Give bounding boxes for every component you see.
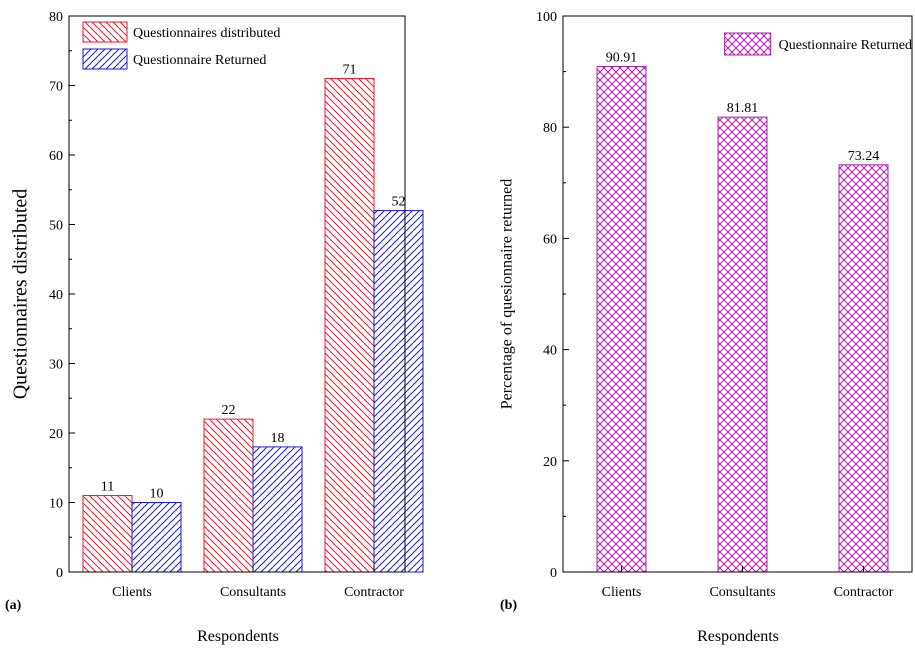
y-tick-label-a-7: 70 (49, 80, 63, 95)
y-axis-label-a: Questionnaires distributed (10, 189, 32, 400)
legend-a: Questionnaires distributed Questionnaire … (82, 21, 280, 70)
y-tick-label-a-5: 50 (49, 219, 63, 234)
legend-label-a-s1: Questionnaire Returned (133, 53, 266, 68)
data-label-a-clients-s0: 11 (101, 480, 114, 495)
data-label-b-consultants-s0: 81.81 (727, 101, 759, 116)
y-ticks-b: 0 20 40 60 80 100 (536, 10, 569, 581)
data-label-a-contractor-s0: 71 (343, 63, 357, 78)
data-label-a-contractor-s1: 52 (392, 195, 406, 210)
legend-swatch-a-s1 (82, 48, 128, 70)
chart-panel-b: 90.91 81.81 73.24 0 20 40 60 80 100 Clients Cons… (499, 10, 913, 645)
y-tick-label-a-2: 20 (49, 427, 63, 442)
bars-b (596, 66, 889, 573)
legend-swatch-b-s0 (724, 32, 772, 56)
x-tick-label-a-consultants: Consultants (220, 585, 286, 600)
bar-b-clients-s0 (596, 66, 647, 573)
bar-b-consultants-s0 (717, 116, 768, 573)
legend-label-b-s0: Questionnaire Returned (779, 38, 912, 53)
bar-a-consultants-s0 (203, 418, 254, 573)
bars-a (82, 78, 424, 573)
y-axis-label-b: Percentage of quesionnaire returned (499, 179, 516, 410)
y-tick-label-a-8: 80 (49, 10, 63, 25)
y-tick-label-a-6: 60 (49, 149, 63, 164)
y-tick-label-a-3: 30 (49, 358, 63, 373)
x-tick-label-b-contractor: Contractor (834, 585, 894, 600)
y-tick-label-b-5: 100 (536, 10, 557, 25)
data-label-b-clients-s0: 90.91 (606, 51, 638, 66)
bar-a-contractor-s0 (324, 78, 375, 573)
x-tick-label-a-contractor: Contractor (344, 585, 404, 600)
x-ticks-a: Clients Consultants Contractor (112, 566, 404, 600)
legend-swatch-a-s0 (82, 21, 128, 43)
y-tick-label-b-4: 80 (543, 121, 557, 136)
chart-panel-a: 11 10 22 18 71 52 0 10 20 30 40 50 60 70 80 Clients Co… (5, 10, 424, 645)
x-ticks-b: Clients Consultants Contractor (602, 566, 894, 600)
y-ticks-a: 0 10 20 30 40 50 60 70 80 (49, 10, 75, 581)
y-tick-label-a-4: 40 (49, 288, 63, 303)
y-tick-label-b-3: 60 (543, 232, 557, 247)
y-tick-label-a-1: 10 (49, 497, 63, 512)
bar-a-consultants-s1 (252, 446, 303, 573)
bar-b-contractor-s0 (838, 164, 889, 573)
data-label-a-consultants-s1: 18 (271, 431, 285, 446)
bar-a-contractor-s1 (373, 210, 424, 573)
x-tick-label-a-clients: Clients (112, 585, 152, 600)
x-tick-label-b-clients: Clients (602, 585, 642, 600)
x-axis-label-a: Respondents (197, 628, 279, 645)
legend-label-a-s0: Questionnaires distributed (133, 26, 280, 41)
panel-label-a: (a) (5, 598, 22, 613)
y-tick-label-b-2: 40 (543, 344, 557, 359)
data-label-a-clients-s1: 10 (150, 487, 164, 502)
bar-labels-a: 11 10 22 18 71 52 (101, 63, 406, 502)
legend-b: Questionnaire Returned (724, 32, 912, 56)
x-tick-label-b-consultants: Consultants (709, 585, 775, 600)
y-tick-label-b-0: 0 (550, 566, 557, 581)
x-axis-label-b: Respondents (697, 628, 779, 645)
bar-labels-b: 90.91 81.81 73.24 (606, 51, 880, 164)
bar-a-clients-s1 (131, 502, 182, 573)
panel-label-b: (b) (500, 598, 517, 613)
data-label-b-contractor-s0: 73.24 (848, 149, 880, 164)
bar-a-clients-s0 (82, 495, 133, 573)
data-label-a-consultants-s0: 22 (222, 403, 236, 418)
y-tick-label-b-1: 20 (543, 455, 557, 470)
y-tick-label-a-0: 0 (56, 566, 63, 581)
